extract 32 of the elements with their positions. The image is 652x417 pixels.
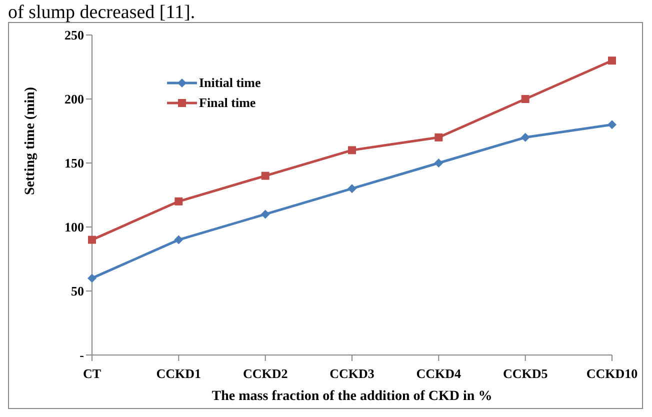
y-tick-label: 150: [64, 156, 84, 171]
point: [174, 197, 183, 206]
y-tick-label: 50: [71, 284, 84, 299]
y-tick-label: -: [80, 348, 84, 363]
point: [174, 235, 184, 244]
y-tick-label: 250: [64, 28, 84, 43]
point: [434, 133, 443, 142]
text: of slump decreased [11].: [8, 2, 196, 24]
point: [261, 172, 270, 180]
point: [608, 120, 616, 130]
x-tick-label: CCKD3: [330, 366, 375, 382]
x-tick-label: CCKD5: [502, 366, 548, 382]
point: [260, 210, 270, 219]
point: [88, 274, 96, 283]
point: [348, 146, 356, 154]
point: [348, 184, 356, 194]
point: [88, 236, 96, 244]
legend-label: Initial time: [199, 75, 261, 91]
y-tick-label: 200: [64, 92, 84, 107]
x-tick-label: CCKD2: [242, 366, 288, 382]
x-axis-title: The mass fraction of the addition of CKD in %: [212, 389, 492, 404]
legend-label: Final time: [199, 95, 256, 111]
x-tick-label: CT: [82, 366, 102, 382]
x-tick-label: CCKD4: [416, 366, 462, 382]
x-tick-label: CCKD10: [586, 366, 638, 382]
y-axis-title: Setting time (min): [22, 86, 38, 195]
y-tick-label: 100: [64, 220, 84, 235]
x-tick-label: CCKD1: [156, 366, 202, 382]
point: [520, 132, 530, 142]
point: [521, 95, 530, 103]
point: [434, 158, 444, 168]
point: [608, 56, 616, 65]
